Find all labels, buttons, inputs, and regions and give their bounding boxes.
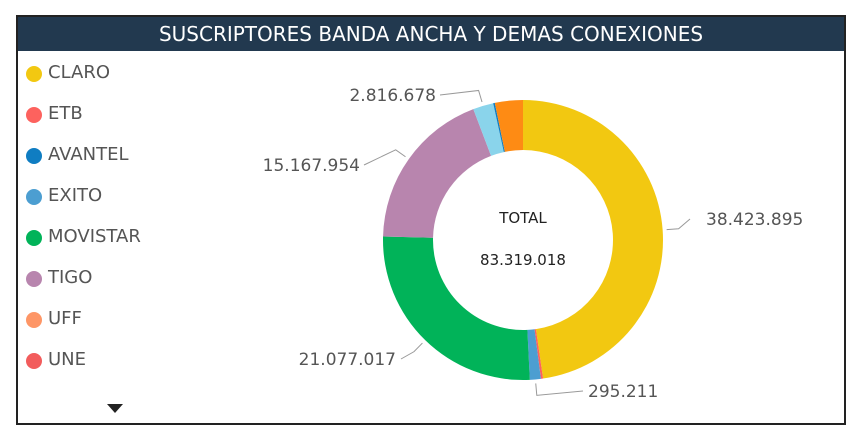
center-total-value: 83.319.018 xyxy=(480,251,566,269)
legend-item-uff[interactable]: UFF xyxy=(26,309,206,350)
legend-label: UFF xyxy=(48,308,82,329)
center-total-label: TOTAL xyxy=(498,209,547,227)
legend-item-exito[interactable]: EXITO xyxy=(26,186,206,227)
chart-card: SUSCRIPTORES BANDA ANCHA Y DEMAS CONEXIO… xyxy=(16,15,846,425)
leader-line xyxy=(439,89,483,103)
legend-label: UNE xyxy=(48,349,87,370)
legend-label: ETB xyxy=(48,103,83,124)
slice-labels-group: 38.423.895 295.211 21.077.017 15.167.954 2.8… xyxy=(263,86,804,402)
legend-dot-icon xyxy=(26,107,42,123)
slice-tigo[interactable] xyxy=(383,109,492,238)
slice-avantel[interactable] xyxy=(493,102,505,153)
slice-etb[interactable] xyxy=(534,329,544,379)
legend-label: EXITO xyxy=(48,185,103,206)
leader-line xyxy=(535,383,584,396)
legend-item-avantel[interactable]: AVANTEL xyxy=(26,145,206,186)
legend-label: MOVISTAR xyxy=(48,226,141,247)
legend-item-tigo[interactable]: TIGO xyxy=(26,268,206,309)
donut-chart: 38.423.895 295.211 21.077.017 15.167.954 2.8… xyxy=(263,86,804,402)
slice-celeste[interactable] xyxy=(473,103,504,156)
leader-line xyxy=(400,342,423,360)
legend-dot-icon xyxy=(26,353,42,369)
slice-value-label: 2.816.678 xyxy=(349,86,436,106)
legend-label: TIGO xyxy=(48,267,93,288)
legend-label: CLARO xyxy=(48,62,110,83)
legend-item-une[interactable]: UNE xyxy=(26,350,206,391)
legend-item-movistar[interactable]: MOVISTAR xyxy=(26,227,206,268)
legend-dot-icon xyxy=(26,148,42,164)
slice-value-label: 15.167.954 xyxy=(263,156,360,176)
slice-uff[interactable] xyxy=(494,100,523,152)
chevron-down-icon[interactable] xyxy=(107,404,123,413)
slices-group xyxy=(383,100,664,380)
leader-lines-group xyxy=(363,89,691,396)
legend-label: AVANTEL xyxy=(48,144,129,165)
legend-dot-icon xyxy=(26,189,42,205)
leader-line xyxy=(363,149,406,166)
legend-item-etb[interactable]: ETB xyxy=(26,104,206,145)
slice-movistar[interactable] xyxy=(383,236,530,380)
legend-dot-icon xyxy=(26,271,42,287)
slice-exito[interactable] xyxy=(527,329,541,380)
legend-dot-icon xyxy=(26,312,42,328)
slice-value-label: 295.211 xyxy=(588,382,658,402)
slice-claro[interactable] xyxy=(523,100,664,379)
legend-dot-icon xyxy=(26,230,42,246)
legend-dot-icon xyxy=(26,66,42,82)
slice-value-label: 21.077.017 xyxy=(299,350,396,370)
leader-line xyxy=(666,218,691,231)
slice-value-label: 38.423.895 xyxy=(706,210,803,230)
chart-title: SUSCRIPTORES BANDA ANCHA Y DEMAS CONEXIO… xyxy=(18,17,844,51)
legend-item-claro[interactable]: CLARO xyxy=(26,63,206,104)
legend: CLARO ETB AVANTEL EXITO MOVISTAR TIGO UF… xyxy=(26,63,206,391)
